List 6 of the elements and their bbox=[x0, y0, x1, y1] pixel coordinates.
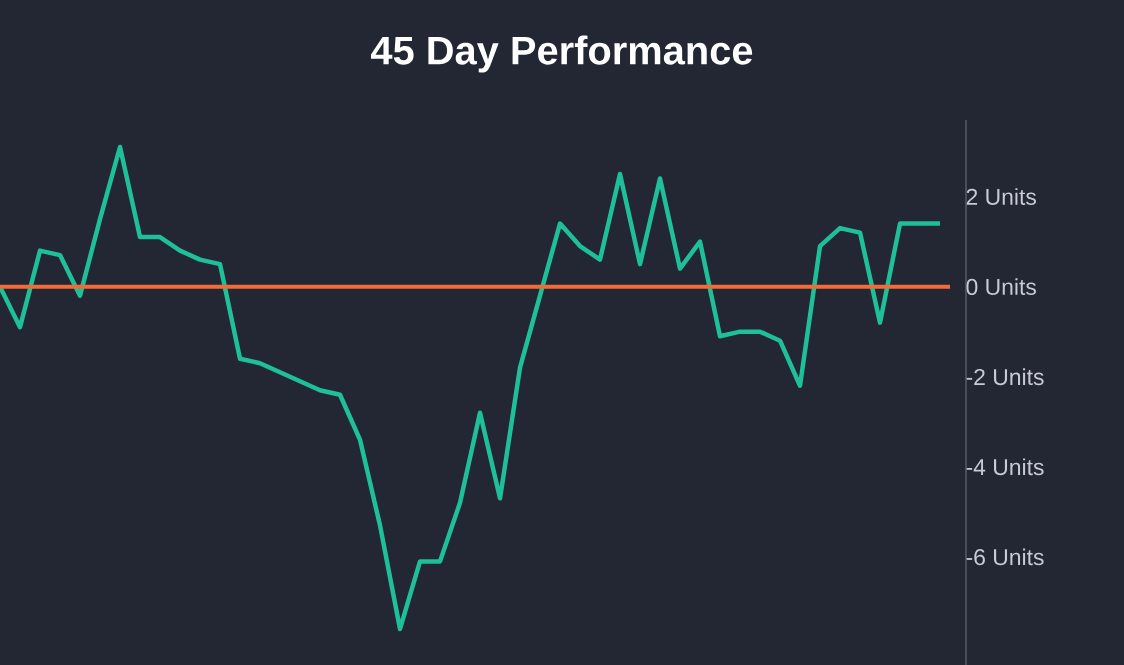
y-tick-label: -6 Units bbox=[966, 548, 1044, 566]
chart-title: 45 Day Performance bbox=[371, 35, 753, 73]
y-tick-label: -4 Units bbox=[966, 458, 1044, 476]
y-tick-label: -2 Units bbox=[966, 368, 1044, 386]
y-tick-label: 2 Units bbox=[966, 188, 1036, 205]
y-tick-label: 0 Units bbox=[966, 278, 1036, 296]
